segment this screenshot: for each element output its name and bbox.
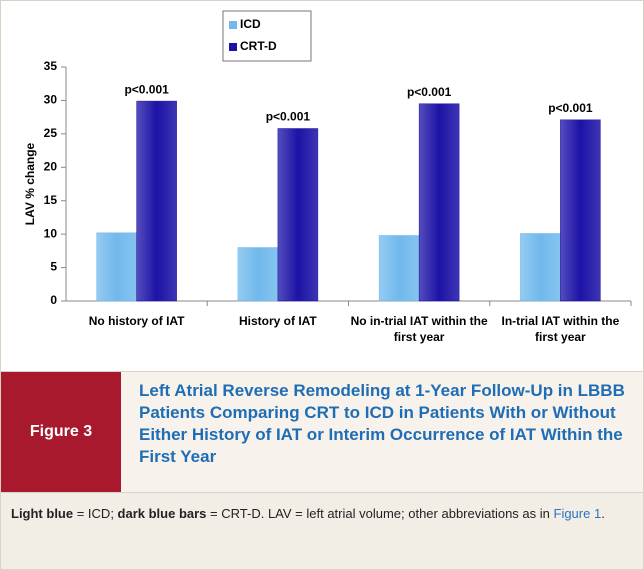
caption-bold: dark blue bars	[117, 506, 207, 521]
legend-box	[222, 10, 312, 62]
y-tick-label: 10	[44, 226, 58, 240]
y-tick-label: 0	[50, 293, 57, 307]
x-tick-label: No history of IAT	[88, 314, 185, 328]
y-tick-label: 20	[44, 159, 58, 173]
bar	[560, 119, 601, 302]
caption-normal: = CRT-D. LAV = left atrial volume; other…	[206, 506, 554, 521]
figure-label: Figure 3	[1, 372, 121, 492]
annotation: p<0.001	[407, 85, 452, 99]
bar	[418, 103, 460, 302]
figure-header: Figure 3 Left Atrial Reverse Remodeling …	[1, 371, 643, 492]
y-axis-label: LAV % change	[23, 142, 37, 225]
y-tick-label: 15	[44, 193, 58, 207]
caption-bold: Light blue	[11, 506, 74, 521]
x-tick-label: History of IAT	[238, 314, 317, 328]
caption-normal: .	[601, 506, 605, 521]
caption-normal: = ICD;	[73, 506, 118, 521]
annotation: p<0.001	[266, 110, 311, 124]
bar	[136, 100, 177, 302]
legend-swatch	[229, 43, 237, 51]
bar	[277, 128, 319, 302]
legend-swatch	[229, 21, 237, 29]
x-tick-label: In-trial IAT within the first year	[501, 314, 620, 344]
caption-link[interactable]: Figure 1	[553, 506, 602, 521]
annotation: p<0.001	[548, 101, 593, 115]
figure-title: Left Atrial Reverse Remodeling at 1-Year…	[139, 381, 625, 466]
bar	[237, 247, 279, 302]
chart: LAV % change 0 5 10 15 20 25 30 35 p<0.001 p<0.00…	[23, 10, 632, 307]
legend-label: CRT-D	[240, 39, 277, 53]
x-tick-label: No in-trial IAT within the first year	[350, 314, 488, 344]
legend-label: ICD	[240, 17, 261, 31]
annotation: p<0.001	[124, 82, 169, 96]
bar	[96, 232, 137, 302]
bar	[378, 235, 420, 302]
y-tick-label: 35	[44, 59, 58, 73]
bar	[520, 233, 561, 302]
y-tick-label: 30	[44, 93, 58, 107]
y-tick-label: 5	[50, 260, 57, 274]
figure-caption: Light blue = ICD; dark blue bars = CRT-D…	[1, 492, 643, 569]
y-tick-label: 25	[44, 126, 58, 140]
